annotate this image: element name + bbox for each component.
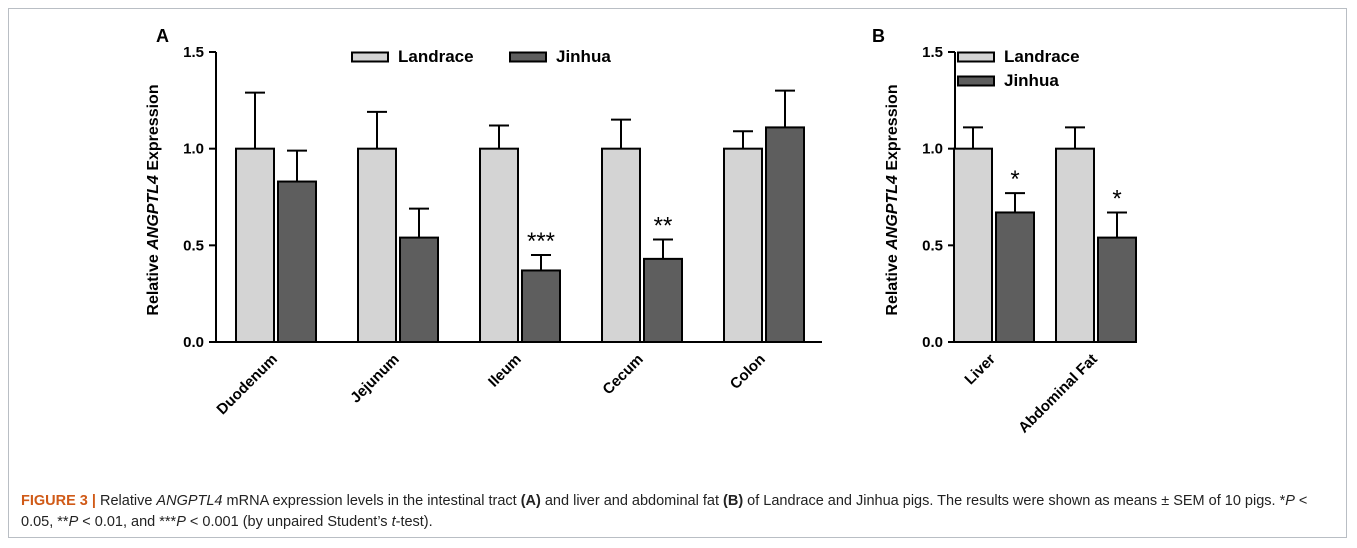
- caption-text: < 0.05, **: [21, 493, 1308, 530]
- caption-text: < 0.001 (by unpaired Student’s: [185, 514, 392, 530]
- y-axis-label: Relative ANGPTL4 Expression: [145, 84, 162, 315]
- x-category-label: Jejunum: [347, 351, 403, 407]
- bar-landrace: [723, 147, 763, 343]
- caption-text: Relative: [95, 493, 157, 509]
- x-category-label: Ileum: [485, 351, 525, 391]
- legend-swatch-landrace: [957, 51, 995, 63]
- legend-label: Jinhua: [556, 47, 611, 66]
- caption-p-symbol: P: [68, 514, 79, 530]
- caption-panel-b-ref: (B): [723, 493, 744, 509]
- bar-landrace: [601, 147, 641, 343]
- caption-p-symbol: P: [176, 514, 186, 530]
- y-axis-label-gene: ANGPTL4: [145, 175, 162, 251]
- caption-text: < 0.01, and ***: [78, 514, 177, 530]
- y-axis-label-part: Expression: [145, 84, 162, 175]
- panel-letter: B: [872, 26, 885, 46]
- figure-number: FIGURE 3 |: [21, 493, 96, 509]
- figure-caption: FIGURE 3 | Relative ANGPTL4 mRNA express…: [21, 491, 1331, 533]
- x-category-label: Liver: [961, 351, 998, 388]
- caption-text: and liver and abdominal fat: [540, 493, 724, 509]
- legend-swatch-landrace: [351, 51, 389, 63]
- bar-jinhua: [765, 126, 805, 344]
- bar-jinhua: [643, 257, 683, 343]
- y-tick-label: 0.0: [183, 334, 204, 351]
- y-tick-label: 0.5: [922, 237, 943, 254]
- legend-swatch-jinhua: [509, 51, 547, 63]
- significance-marker: *: [1112, 185, 1121, 212]
- y-tick-label: 0.5: [183, 237, 204, 254]
- bar-jinhua: [521, 269, 561, 344]
- x-category-label: Abdominal Fat: [1015, 351, 1101, 437]
- x-category-label: Colon: [727, 351, 769, 393]
- y-axis-label-part: Expression: [884, 84, 901, 175]
- y-axis-label-part: Relative: [145, 250, 162, 316]
- significance-marker: ***: [527, 228, 555, 255]
- y-axis-label-part: Relative: [884, 250, 901, 316]
- y-axis-label-gene: ANGPTL4: [884, 175, 901, 251]
- legend-label: Jinhua: [1004, 71, 1059, 90]
- bar-jinhua: [399, 236, 439, 344]
- caption-t-symbol: t: [391, 514, 396, 530]
- caption-text: mRNA expression levels in the intestinal…: [222, 493, 521, 509]
- legend-swatch-jinhua: [957, 75, 995, 87]
- bar-jinhua: [995, 211, 1035, 343]
- caption-p-symbol: P: [1285, 493, 1295, 509]
- caption-text: of Landrace and Jinhua pigs. The results…: [743, 493, 1286, 509]
- bar-jinhua: [1097, 236, 1137, 344]
- panel-a-chart: A 0.0 0.5 1.0 1.5 Relative ANGPTL4 Expression…: [145, 26, 822, 418]
- caption-text: -test).: [395, 514, 433, 530]
- caption-gene: ANGPTL4: [156, 493, 223, 509]
- y-tick-label: 1.5: [183, 44, 204, 61]
- bar-landrace: [953, 147, 993, 343]
- panel-b-chart: B 0.0 0.5 1.0 1.5 Relative ANGPTL4 Expression…: [872, 26, 1137, 436]
- caption-panel-a-ref: (A): [520, 493, 541, 509]
- figure-charts: A 0.0 0.5 1.0 1.5 Relative ANGPTL4 Expression…: [145, 26, 1137, 436]
- y-axis-label: Relative ANGPTL4 Expression: [884, 84, 901, 315]
- bar-landrace: [1055, 147, 1095, 343]
- bar-landrace: [235, 147, 275, 343]
- significance-marker: **: [654, 213, 673, 240]
- bar-landrace: [479, 147, 519, 343]
- y-tick-label: 0.0: [922, 334, 943, 351]
- x-category-label: Cecum: [599, 351, 646, 398]
- bar-landrace: [357, 147, 397, 343]
- y-tick-label: 1.0: [183, 141, 204, 158]
- panel-letter: A: [156, 26, 169, 46]
- legend-label: Landrace: [1004, 47, 1080, 66]
- legend-label: Landrace: [398, 47, 474, 66]
- y-tick-label: 1.5: [922, 44, 943, 61]
- x-category-label: Duodenum: [213, 351, 280, 418]
- significance-marker: *: [1010, 166, 1019, 193]
- y-tick-label: 1.0: [922, 141, 943, 158]
- bar-jinhua: [277, 180, 317, 343]
